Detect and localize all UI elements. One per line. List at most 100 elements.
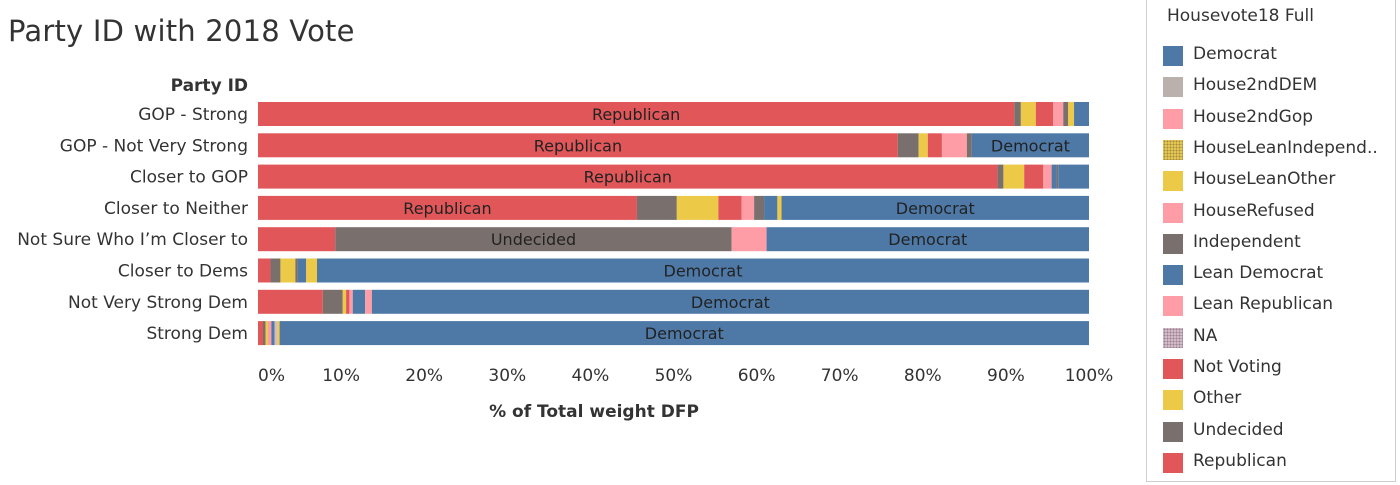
legend-item[interactable]: HouseRefused (1163, 200, 1393, 226)
bar-segment-label: Democrat (645, 324, 724, 343)
legend-swatch (1163, 46, 1183, 66)
bar-segment[interactable] (335, 227, 732, 252)
bar-segment[interactable] (997, 164, 1004, 189)
legend-item[interactable]: HouseLeanOther (1163, 168, 1393, 194)
legend-swatch (1163, 202, 1183, 223)
bar-segment[interactable] (322, 289, 343, 314)
bar-segment[interactable] (731, 227, 767, 252)
bar-segment[interactable] (766, 227, 1089, 252)
bar-row: Republican (258, 164, 1089, 189)
bar-segment[interactable] (258, 102, 1015, 126)
bar-segment[interactable] (741, 195, 755, 220)
bar-segment[interactable] (941, 133, 967, 158)
bar-segment[interactable] (346, 289, 350, 314)
bar-segment[interactable] (1056, 164, 1059, 189)
bar-segment[interactable] (258, 227, 336, 252)
bar-segment[interactable] (927, 133, 942, 158)
bar-segment[interactable] (966, 133, 972, 158)
bar-row: Republican Democrat (258, 133, 1089, 158)
legend-item[interactable]: NA (1163, 325, 1393, 351)
legend-item[interactable]: Undecided (1163, 419, 1393, 445)
bar-segment[interactable] (1063, 102, 1069, 126)
bar-segment[interactable] (306, 258, 317, 283)
x-tick-label: 80% (904, 366, 942, 386)
bar-segment[interactable] (262, 321, 266, 346)
bar-segment-label: Democrat (896, 199, 975, 218)
bar-segment[interactable] (1051, 164, 1057, 189)
bar-segment[interactable] (279, 321, 1089, 346)
bar-segment[interactable] (1058, 164, 1089, 189)
legend-swatch (1163, 265, 1183, 286)
bar-segment[interactable] (267, 321, 272, 346)
bar-segment[interactable] (781, 195, 1089, 220)
bar-segment[interactable] (258, 133, 898, 158)
bar-segment[interactable] (1043, 164, 1052, 189)
bar-segment[interactable] (718, 195, 742, 220)
legend-item[interactable]: House2ndGop (1163, 106, 1393, 132)
legend-item[interactable]: House2ndDEM (1163, 74, 1393, 100)
category-label: Not Sure Who I’m Closer to (17, 230, 248, 250)
x-tick-label: 20% (405, 366, 443, 386)
bar-segment[interactable] (371, 289, 1090, 314)
x-tick-label: 100% (1065, 366, 1114, 386)
bar-segment[interactable] (349, 289, 353, 314)
bar-segment[interactable] (1024, 164, 1044, 189)
bar-segment[interactable] (352, 289, 366, 314)
bar-segment[interactable] (1014, 102, 1021, 126)
bar-segment[interactable] (258, 321, 263, 346)
bar-segment[interactable] (258, 164, 998, 189)
bar-segment[interactable] (1068, 102, 1075, 126)
category-label: Strong Dem (146, 324, 248, 344)
bar-segment[interactable] (1074, 102, 1089, 126)
bar-segment[interactable] (636, 195, 677, 220)
bar-segment[interactable] (764, 195, 778, 220)
bar-segment[interactable] (258, 289, 323, 314)
bar-segment[interactable] (271, 321, 275, 346)
bar-row: Democrat (258, 258, 1089, 283)
bar-segment[interactable] (777, 195, 782, 220)
bar-segment[interactable] (297, 258, 307, 283)
x-tick-label: 0% (258, 366, 285, 386)
row-header: Party ID (171, 76, 248, 96)
legend-item[interactable]: Lean Democrat (1163, 262, 1393, 288)
bar-segment[interactable] (754, 195, 765, 220)
bar-segment[interactable] (265, 321, 268, 346)
bar-segment[interactable] (918, 133, 928, 158)
bar-segment[interactable] (270, 258, 281, 283)
bar-segment[interactable] (676, 195, 719, 220)
legend-item[interactable]: Lean Republican (1163, 293, 1393, 319)
legend-item[interactable]: Not Voting (1163, 356, 1393, 382)
bar-segment[interactable] (274, 321, 278, 346)
bar-segment[interactable] (280, 258, 296, 283)
bar-segment-label: Republican (534, 136, 622, 155)
legend-item[interactable]: Republican (1163, 450, 1393, 476)
bar-segment[interactable] (258, 258, 271, 283)
legend-label: Not Voting (1193, 357, 1282, 377)
bar-row: Democrat (258, 289, 1090, 314)
legend-item[interactable]: Democrat (1163, 43, 1393, 69)
legend-swatch (1163, 108, 1183, 129)
bar-segment[interactable] (365, 289, 372, 314)
bar-segment[interactable] (1003, 164, 1025, 189)
bar-segment[interactable] (1020, 102, 1036, 126)
bar-segment[interactable] (295, 258, 298, 283)
x-tick-label: 30% (488, 366, 526, 386)
legend-item[interactable]: HouseLeanIndepend.. (1163, 137, 1393, 163)
legend-swatch (1163, 139, 1183, 160)
bar-segment[interactable] (971, 133, 1089, 158)
bar-segment[interactable] (897, 133, 919, 158)
bar-segment[interactable] (1035, 102, 1054, 126)
legend-item[interactable]: Other (1163, 387, 1393, 413)
bar-row: Democrat (258, 321, 1089, 346)
bar-segment[interactable] (342, 289, 347, 314)
legend: Housevote18 Full Democrat House2ndDEM Hous… (1146, 0, 1396, 482)
legend-item[interactable]: Independent (1163, 231, 1393, 257)
bar-segment[interactable] (1053, 102, 1064, 126)
x-axis-label: % of Total weight DFP (489, 402, 699, 422)
legend-label: Independent (1193, 231, 1301, 252)
legend-label: Undecided (1193, 419, 1284, 440)
bar-segment[interactable] (258, 195, 637, 220)
bar-segment[interactable] (317, 258, 1089, 283)
legend-label: House2ndDEM (1193, 75, 1318, 96)
bar-segment[interactable] (277, 321, 280, 346)
